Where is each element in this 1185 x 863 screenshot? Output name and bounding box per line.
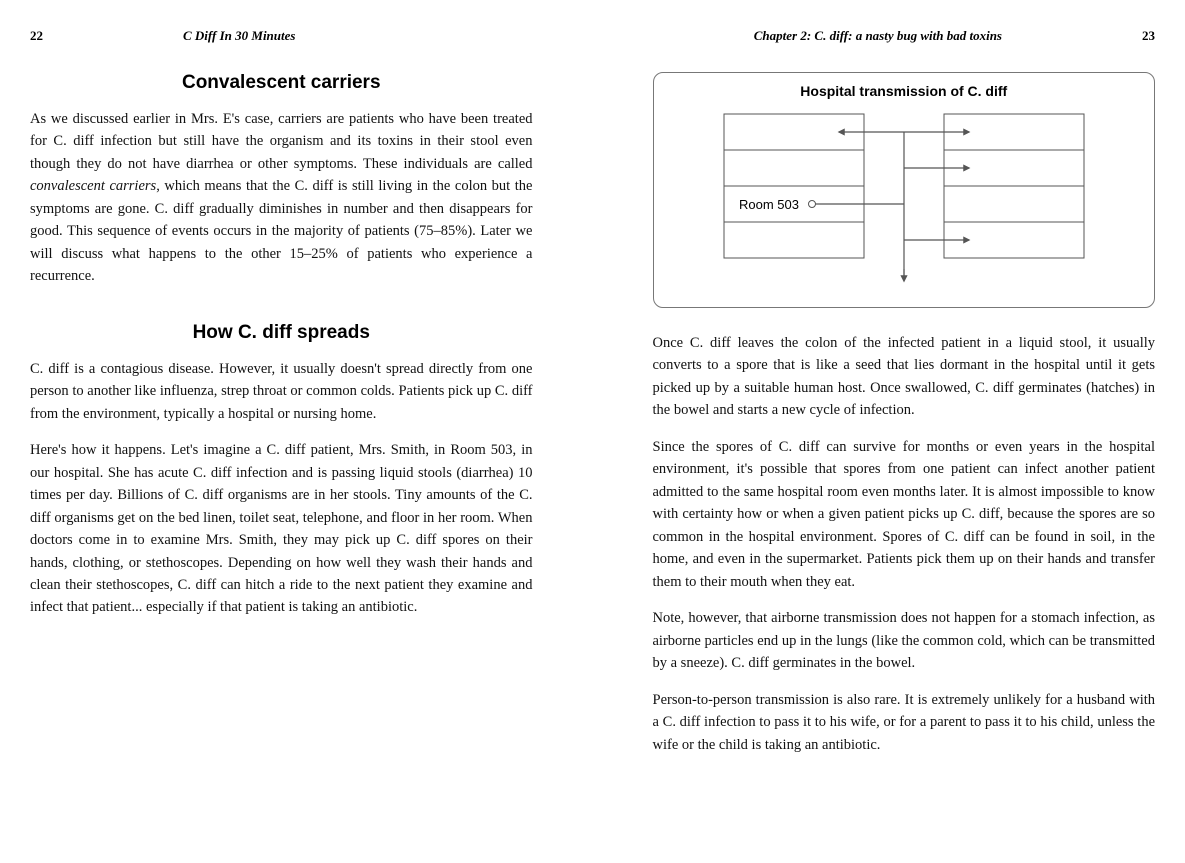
paragraph: Here's how it happens. Let's imagine a C… (30, 439, 533, 619)
text-run: As we discussed earlier in Mrs. E's case… (30, 111, 533, 172)
running-head-right: Chapter 2: C. diff: a nasty bug with bad… (653, 28, 1156, 44)
chapter-title: Chapter 2: C. diff: a nasty bug with bad… (754, 28, 1002, 44)
rooms-right (944, 114, 1084, 258)
section-heading-spreads: How C. diff spreads (30, 322, 533, 344)
paragraph: Once C. diff leaves the colon of the inf… (653, 332, 1156, 422)
room-marker-icon (808, 201, 815, 208)
running-head-left: 22 C Diff In 30 Minutes (30, 28, 533, 44)
page-number-right: 23 (1142, 28, 1155, 44)
paragraph: C. diff is a contagious disease. However… (30, 358, 533, 425)
page-left: 22 C Diff In 30 Minutes Convalescent car… (0, 28, 593, 835)
page-number-left: 22 (30, 28, 43, 44)
paragraph: As we discussed earlier in Mrs. E's case… (30, 108, 533, 288)
text-emphasis: convalescent carriers (30, 178, 156, 194)
diagram-hospital-transmission: Hospital transmission of C. diff (653, 72, 1156, 308)
paragraph: Note, however, that airborne transmissio… (653, 607, 1156, 674)
diagram-title: Hospital transmission of C. diff (672, 83, 1137, 99)
page-right: Chapter 2: C. diff: a nasty bug with bad… (593, 28, 1185, 835)
paragraph: Person-to-person transmission is also ra… (653, 689, 1156, 756)
paragraph: Since the spores of C. diff can survive … (653, 436, 1156, 593)
diagram-svg: Room 503 (694, 109, 1114, 289)
rooms-left (724, 114, 864, 258)
book-title: C Diff In 30 Minutes (183, 28, 295, 44)
room-label: Room 503 (739, 197, 799, 212)
section-heading-carriers: Convalescent carriers (30, 72, 533, 94)
